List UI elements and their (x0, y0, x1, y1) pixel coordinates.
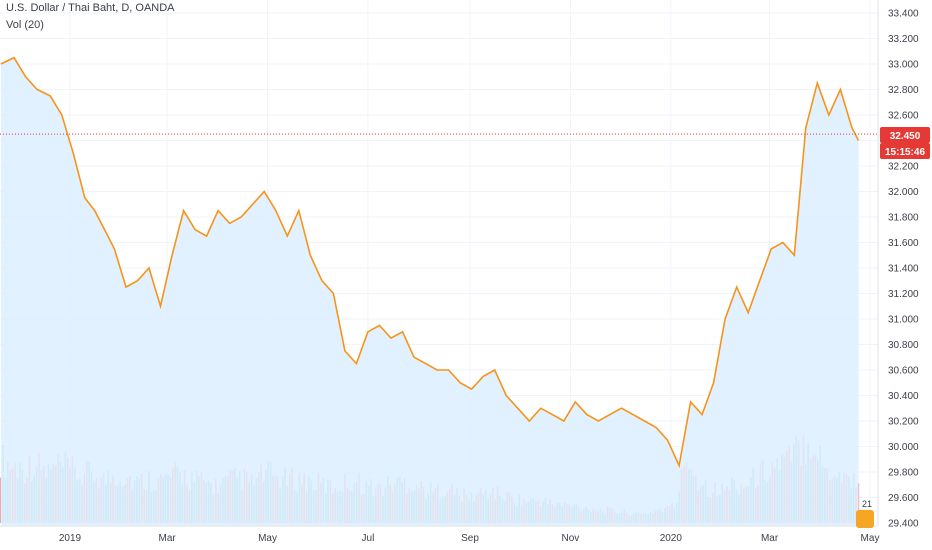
price-badge: 32.450 15:15:46 (880, 127, 930, 159)
price-area-fill (0, 57, 859, 526)
x-tick-label: May (861, 533, 880, 544)
x-tick-label: Sep (461, 533, 479, 544)
price-axis[interactable]: 33.40033.20033.00032.80032.60032.40032.2… (888, 9, 919, 530)
x-tick-label: Mar (159, 533, 177, 544)
y-tick-label: 29.400 (888, 519, 919, 530)
y-tick-label: 32.000 (888, 187, 919, 198)
y-tick-label: 30.800 (888, 340, 919, 351)
y-tick-label: 33.000 (888, 60, 919, 71)
y-tick-label: 31.000 (888, 315, 919, 326)
y-tick-label: 33.400 (888, 9, 919, 20)
y-tick-label: 31.400 (888, 264, 919, 275)
volume-indicator-label[interactable]: Vol (20) (6, 19, 44, 31)
timer-badge-box (880, 143, 930, 159)
x-tick-label: Nov (562, 533, 580, 544)
y-tick-label: 29.800 (888, 468, 919, 479)
overlay-count: 21 (861, 499, 872, 509)
volume-bar (0, 477, 2, 523)
y-tick-label: 30.600 (888, 366, 919, 377)
price-badge-box (880, 127, 930, 143)
y-tick-label: 31.800 (888, 213, 919, 224)
y-tick-label: 32.200 (888, 162, 919, 173)
time-axis[interactable]: 2019 Mar May Jul Sep Nov 2020 Mar May (59, 533, 880, 544)
y-tick-label: 30.200 (888, 417, 919, 428)
y-tick-label: 32.800 (888, 85, 919, 96)
x-tick-label: May (258, 533, 277, 544)
y-tick-label: 31.200 (888, 289, 919, 300)
x-tick-label: Jul (362, 533, 375, 544)
y-tick-label: 31.600 (888, 238, 919, 249)
price-series-line (0, 56, 860, 469)
y-tick-label: 30.000 (888, 442, 919, 453)
y-tick-label: 33.200 (888, 34, 919, 45)
overlay-icon[interactable] (856, 510, 874, 528)
y-tick-label: 30.400 (888, 391, 919, 402)
timer-badge-value: 15:15:46 (885, 147, 925, 158)
x-tick-label: 2019 (59, 533, 82, 544)
y-tick-label: 29.600 (888, 493, 919, 504)
x-tick-label: 2020 (660, 533, 683, 544)
y-tick-label: 32.600 (888, 111, 919, 122)
price-badge-value: 32.450 (890, 131, 921, 142)
chart-title: U.S. Dollar / Thai Baht, D, OANDA (6, 2, 175, 14)
x-tick-label: Mar (761, 533, 779, 544)
